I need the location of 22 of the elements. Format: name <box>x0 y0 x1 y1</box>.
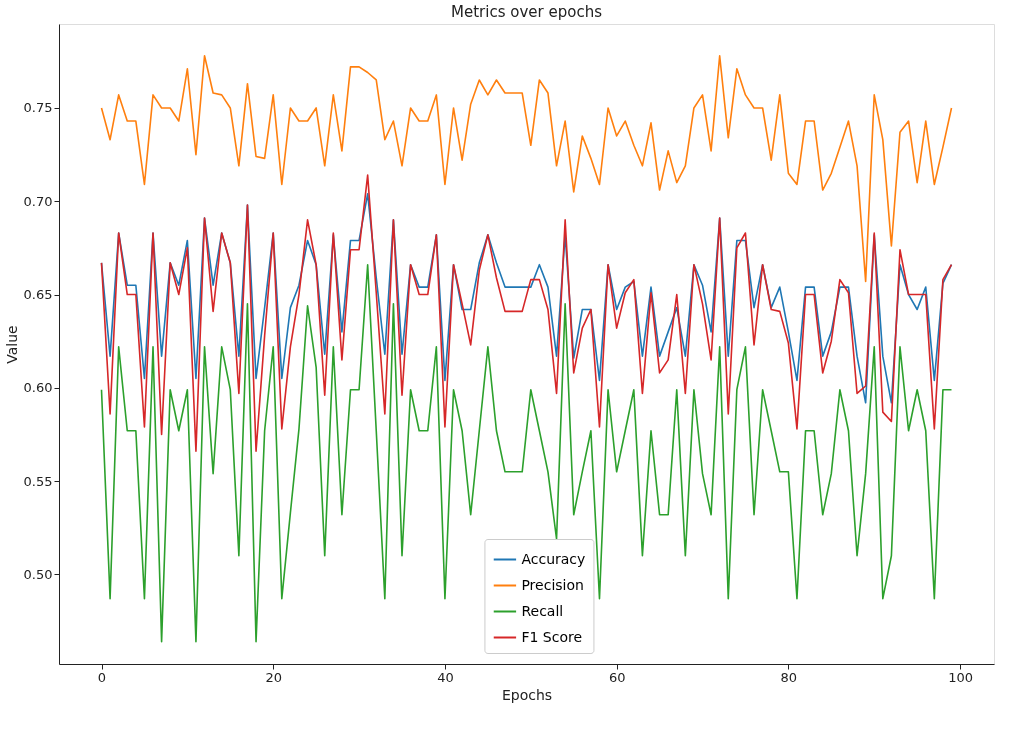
x-axis-title: Epochs <box>501 686 553 703</box>
y-axis-title: Value <box>3 325 20 364</box>
legend-label: F1 Score <box>521 628 583 645</box>
y-tick-label: 0.50 <box>23 566 53 582</box>
y-tick-label: 0.70 <box>23 193 53 209</box>
x-tick-label: 0 <box>97 669 107 685</box>
y-tick-label: 0.65 <box>23 287 53 303</box>
line-series <box>100 54 953 283</box>
y-tick-label: 0.55 <box>23 473 53 489</box>
y-tick-label: 0.60 <box>23 380 53 396</box>
x-tick-label: 20 <box>265 669 282 685</box>
x-tick-label: 80 <box>780 669 798 685</box>
x-tick-label: 40 <box>437 669 454 685</box>
y-tick-label: 0.75 <box>23 100 53 116</box>
line-series <box>100 263 953 643</box>
line-series <box>100 174 953 453</box>
legend-label: Precision <box>521 576 584 593</box>
x-tick-label: 60 <box>608 669 626 685</box>
legend-label: Accuracy <box>521 550 586 567</box>
legend-label: Recall <box>521 602 564 619</box>
chart-title: Metrics over epochs <box>451 3 603 21</box>
x-tick-label: 100 <box>948 669 973 685</box>
